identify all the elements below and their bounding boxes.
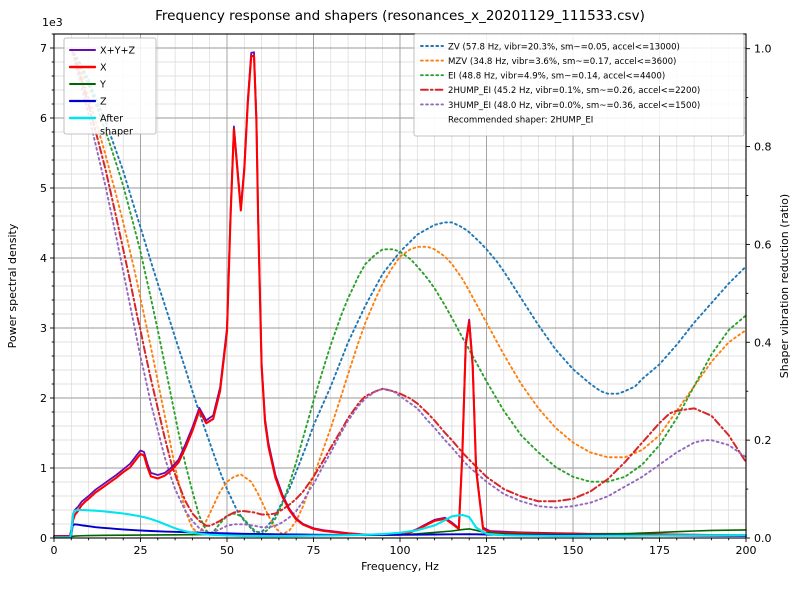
- y-tick-label-left: 2: [40, 392, 47, 405]
- shaper-curve-3hump_ei: [70, 47, 747, 535]
- y-tick-label-left: 3: [40, 322, 47, 335]
- shaper-legend-label-3hump_ei: 3HUMP_EI (48.0 Hz, vibr=0.0%, sm~=0.36, …: [448, 101, 700, 111]
- y-tick-label-right: 0.6: [754, 238, 772, 251]
- x-axis-ticks: 0 25 50 75 100 125 150 175 200: [51, 538, 757, 557]
- x-tick-label: 150: [563, 544, 584, 557]
- x-tick-label: 0: [51, 544, 58, 557]
- chart-title: Frequency response and shapers (resonanc…: [155, 8, 645, 24]
- y-tick-label-left: 7: [40, 42, 47, 55]
- y-axis-ticks-right: 0.0 0.2 0.4 0.6 0.8 1.0: [746, 43, 772, 545]
- shaper-curve-ei: [70, 47, 747, 536]
- psd-legend-label-x: X: [100, 63, 107, 74]
- shaper-curve-zv: [70, 47, 747, 534]
- y-tick-label-right: 0.8: [754, 141, 772, 154]
- psd-curve-x: [52, 54, 748, 538]
- y-tick-label-right: 0.4: [754, 336, 772, 349]
- y-tick-label-left: 0: [40, 532, 47, 545]
- psd-curves: [52, 51, 748, 539]
- y-tick-label-left: 1: [40, 462, 47, 475]
- y-tick-label-right: 0.2: [754, 434, 772, 447]
- psd-legend-label-after-shaper: shaper: [100, 127, 133, 138]
- shaper-legend-label-zv: ZV (57.8 Hz, vibr=20.3%, sm~=0.05, accel…: [448, 42, 680, 52]
- x-tick-label: 50: [220, 544, 234, 557]
- shaper-legend-label-ei: EI (48.8 Hz, vibr=4.9%, sm~=0.14, accel<…: [448, 72, 665, 82]
- shaper-curve-mzv: [70, 47, 747, 536]
- psd-legend-box: [63, 37, 157, 135]
- y-tick-label-left: 5: [40, 182, 47, 195]
- shaper-legend-label-2hump_ei: 2HUMP_EI (45.2 Hz, vibr=0.1%, sm~=0.26, …: [448, 86, 700, 96]
- recommended-shaper-text: Recommended shaper: 2HUMP_EI: [448, 115, 593, 125]
- y-axis-label-right: Shaper vibration reduction (ratio): [778, 194, 791, 378]
- labels: Frequency response and shapers (resonanc…: [6, 8, 791, 573]
- psd-legend-label-y: Y: [99, 80, 106, 91]
- y-axis-offset-text: 1e3: [42, 16, 63, 29]
- psd-legend: X+Y+Z XYZ After shaper: [63, 37, 157, 138]
- x-tick-label: 125: [476, 544, 497, 557]
- psd-legend-label-x-y-z: X+Y+Z: [100, 46, 136, 57]
- psd-curve-after-shaper: [52, 508, 748, 539]
- x-axis-label: Frequency, Hz: [361, 560, 439, 573]
- psd-legend-label-z: Z: [100, 97, 107, 108]
- x-tick-label: 200: [736, 544, 757, 557]
- shaper-legend-box: [413, 33, 745, 137]
- psd-legend-label-after-shaper: After: [100, 114, 123, 125]
- y-tick-label-left: 4: [40, 252, 47, 265]
- shaper-curves: [70, 47, 747, 536]
- y-tick-label-right: 0.0: [754, 532, 772, 545]
- y-axis-label-left: Power spectral density: [6, 223, 19, 348]
- x-tick-label: 100: [390, 544, 411, 557]
- shaper-legend: ZV (57.8 Hz, vibr=20.3%, sm~=0.05, accel…: [413, 33, 745, 137]
- shaper-curve-2hump_ei: [70, 47, 747, 527]
- y-tick-label-left: 6: [40, 112, 47, 125]
- x-tick-label: 25: [134, 544, 148, 557]
- y-tick-label-right: 1.0: [754, 43, 772, 56]
- y-axis-ticks-left: 0 1 2 3 4 5 6 7 1e3: [40, 16, 63, 545]
- x-tick-label: 175: [649, 544, 670, 557]
- shaper-legend-label-mzv: MZV (34.8 Hz, vibr=3.6%, sm~=0.17, accel…: [448, 57, 676, 67]
- x-tick-label: 75: [307, 544, 321, 557]
